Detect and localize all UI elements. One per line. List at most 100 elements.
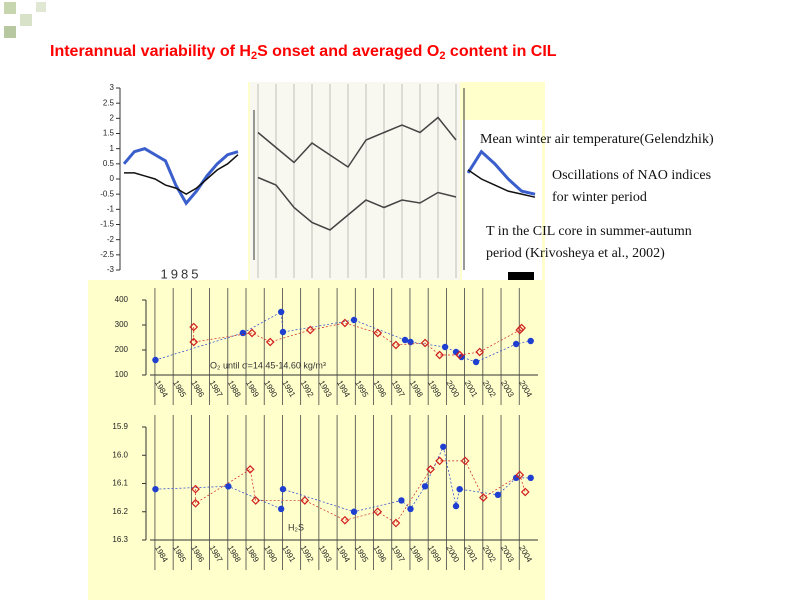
y-tick-label: 100 bbox=[115, 370, 129, 379]
point bbox=[512, 340, 520, 348]
point bbox=[517, 323, 526, 333]
y-tick-label: -2 bbox=[107, 235, 115, 244]
annotation: period (Krivosheya et al., 2002) bbox=[486, 246, 665, 261]
title-sub: 2 bbox=[439, 50, 445, 62]
point bbox=[478, 493, 488, 503]
point bbox=[515, 470, 525, 480]
point bbox=[420, 338, 430, 348]
y-tick-label: 300 bbox=[115, 320, 129, 329]
point bbox=[452, 348, 460, 356]
y-tick-label: 0 bbox=[110, 174, 115, 183]
point bbox=[279, 485, 287, 493]
point bbox=[475, 347, 485, 357]
series-line bbox=[257, 176, 457, 231]
point bbox=[277, 308, 285, 316]
title-part: Interannual variability of H bbox=[50, 43, 251, 60]
series-connector bbox=[195, 460, 526, 524]
panel-left bbox=[88, 82, 248, 280]
point bbox=[440, 443, 447, 450]
point bbox=[441, 343, 449, 351]
point bbox=[225, 483, 232, 490]
point bbox=[456, 485, 463, 493]
point bbox=[391, 518, 401, 528]
y-tick-label: -0.5 bbox=[100, 189, 114, 198]
y-tick-label: 1 bbox=[110, 144, 115, 153]
point bbox=[494, 491, 502, 498]
point bbox=[398, 497, 405, 504]
y-tick-label: -1.5 bbox=[100, 220, 114, 229]
series-connector bbox=[155, 445, 531, 513]
point bbox=[391, 340, 401, 350]
point bbox=[191, 484, 200, 494]
title-part: content in CIL bbox=[445, 43, 556, 60]
y-tick-label: 0.5 bbox=[103, 159, 115, 168]
point bbox=[340, 318, 350, 328]
point bbox=[426, 464, 435, 474]
y-tick-label: -2.5 bbox=[100, 250, 114, 259]
y-tick-label: 200 bbox=[115, 345, 129, 354]
point bbox=[373, 328, 383, 338]
point bbox=[350, 316, 358, 324]
annotation: Oscillations of NAO indices bbox=[552, 168, 711, 183]
point bbox=[455, 350, 465, 360]
annotation: Mean winter air temperature(Gelendzhik) bbox=[480, 132, 714, 147]
y-tick-label: 3 bbox=[110, 83, 115, 92]
panel-right bbox=[462, 120, 542, 280]
point bbox=[340, 515, 350, 525]
y-tick-label: -3 bbox=[107, 265, 115, 274]
series-line bbox=[124, 154, 239, 196]
slide-title: Interannual variability of H2S onset and… bbox=[50, 43, 557, 62]
series-line bbox=[257, 116, 457, 169]
point bbox=[152, 356, 159, 364]
point bbox=[251, 496, 261, 505]
decor-squares bbox=[4, 2, 46, 38]
point bbox=[472, 358, 480, 366]
point bbox=[300, 496, 310, 505]
point bbox=[191, 498, 200, 508]
title-sub: 2 bbox=[251, 50, 257, 62]
title-part: S onset and averaged O bbox=[257, 43, 439, 60]
annotation: O₂ until σ=14.45-14.60 kg/m³ bbox=[210, 360, 326, 370]
point bbox=[435, 456, 445, 466]
annotation: T in the CIL core in summer-autumn bbox=[486, 224, 692, 239]
point bbox=[435, 350, 445, 360]
y-tick-label: 400 bbox=[115, 295, 129, 304]
y-tick-label: -1 bbox=[107, 204, 115, 213]
y-tick-label: 1.5 bbox=[103, 129, 115, 138]
point bbox=[527, 337, 534, 345]
point bbox=[189, 337, 199, 347]
panel-scan bbox=[250, 82, 460, 280]
point bbox=[407, 338, 414, 346]
point bbox=[452, 502, 460, 510]
point bbox=[407, 505, 414, 513]
point bbox=[189, 322, 199, 332]
annotation: for winter period bbox=[552, 190, 647, 205]
point bbox=[152, 485, 159, 493]
y-tick-label: 15.9 bbox=[112, 422, 128, 431]
point bbox=[239, 329, 247, 337]
point bbox=[245, 464, 255, 474]
point bbox=[421, 483, 429, 490]
y-tick-label: 16.1 bbox=[112, 479, 128, 488]
point bbox=[305, 325, 315, 335]
point bbox=[265, 337, 275, 347]
point bbox=[279, 328, 287, 336]
y-tick-label: 2 bbox=[110, 113, 115, 122]
point bbox=[350, 508, 358, 515]
point bbox=[520, 487, 530, 497]
point bbox=[277, 505, 285, 513]
point bbox=[527, 474, 534, 482]
annotation: H₂S bbox=[288, 522, 304, 532]
point bbox=[373, 507, 383, 517]
y-tick-label: 16.0 bbox=[112, 450, 128, 459]
point bbox=[401, 336, 409, 344]
x-label: 1985 bbox=[161, 266, 202, 281]
y-tick-label: 2.5 bbox=[103, 98, 115, 107]
y-tick-label: 16.2 bbox=[112, 507, 128, 516]
scan-mark bbox=[508, 272, 534, 280]
series-line bbox=[467, 169, 536, 198]
series-line bbox=[466, 149, 536, 196]
series-line bbox=[122, 147, 239, 206]
point bbox=[460, 456, 470, 466]
